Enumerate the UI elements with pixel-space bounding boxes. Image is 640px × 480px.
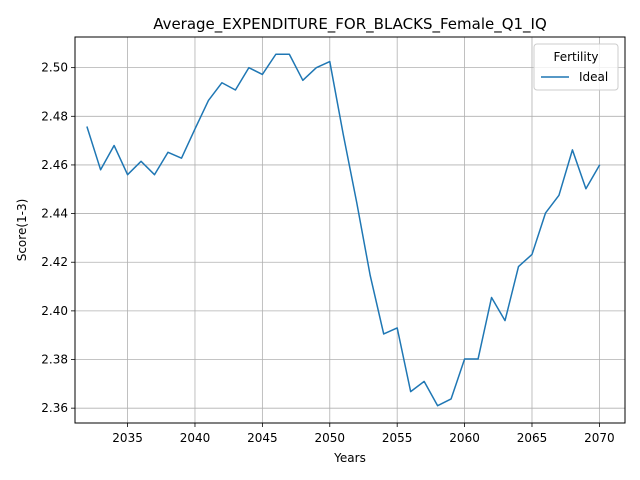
- y-tick-label: 2.44: [41, 207, 68, 221]
- plot-area-frame: [74, 36, 626, 424]
- y-tick-label: 2.42: [41, 255, 68, 269]
- x-tick-label: 2060: [449, 431, 480, 445]
- x-tick-label: 2050: [315, 431, 346, 445]
- y-tick-label: 2.46: [41, 158, 68, 172]
- y-tick-label: 2.40: [41, 304, 68, 318]
- legend-label-ideal: Ideal: [579, 70, 608, 84]
- x-axis: 2035 2040 2045 2050 2055 2060 2065 2070: [112, 423, 615, 445]
- series-line-ideal: [86, 53, 601, 407]
- chart-title: Average_EXPENDITURE_FOR_BLACKS_Female_Q1…: [153, 15, 547, 34]
- x-tick-label: 2065: [517, 431, 548, 445]
- x-tick-label: 2045: [247, 431, 278, 445]
- y-axis-label: Score(1-3): [15, 199, 29, 262]
- legend-box: [533, 43, 619, 91]
- x-tick-label: 2055: [382, 431, 413, 445]
- plot-series: [86, 53, 601, 407]
- y-tick-label: 2.48: [41, 109, 68, 123]
- y-tick-label: 2.50: [41, 61, 68, 75]
- y-axis: 2.36 2.38 2.40 2.42 2.44 2.46 2.48 2.50: [41, 61, 75, 415]
- x-tick-label: 2035: [112, 431, 143, 445]
- y-tick-label: 2.38: [41, 353, 68, 367]
- x-tick-label: 2040: [180, 431, 211, 445]
- y-tick-label: 2.36: [41, 401, 68, 415]
- legend: Fertility Ideal: [533, 43, 619, 91]
- x-axis-label: Years: [333, 451, 366, 465]
- legend-title: Fertility: [553, 50, 598, 64]
- x-tick-label: 2070: [584, 431, 615, 445]
